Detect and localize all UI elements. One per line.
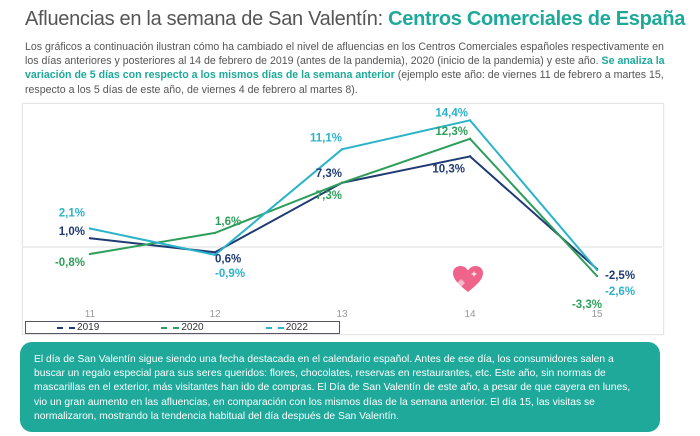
intro-highlight: Se analiza la variación de 5 días con re… <box>25 55 665 82</box>
data-label-2019-15: -2,5% <box>605 270 635 282</box>
legend-swatch-2020 <box>161 326 180 329</box>
x-tick-label: 15 <box>591 309 603 320</box>
page-title: Afluencias en la semana de San Valentín:… <box>25 8 685 31</box>
legend-item-2022: 2022 <box>265 322 308 333</box>
intro-paragraph: Los gráficos a continuación ilustran cóm… <box>25 40 675 97</box>
intro-text-1: Los gráficos a continuación ilustran cóm… <box>25 41 664 68</box>
data-label-2022-13: 11,1% <box>310 132 342 144</box>
data-label-2022-14: 14,4% <box>435 107 468 119</box>
data-label-2019-12: 0,6% <box>215 253 241 265</box>
data-label-2020-14: 12,3% <box>435 126 468 138</box>
data-label-2020-11: -0,8% <box>55 257 85 269</box>
data-point-2020-13 <box>340 181 344 184</box>
series-line-2019 <box>89 155 598 270</box>
legend-swatch-2022 <box>265 326 284 329</box>
legend-label: 2019 <box>77 322 100 333</box>
data-point-2022-12 <box>213 253 217 257</box>
data-label-2022-11: 2,1% <box>59 208 85 220</box>
data-label-2020-12: 1,6% <box>215 216 241 228</box>
title-prefix: Afluencias en la semana de San Valentín: <box>25 8 389 30</box>
data-label-2022-15: -2,6% <box>605 286 635 298</box>
data-point-2020-12 <box>213 231 217 235</box>
data-label-2019-14: 10,3% <box>432 163 465 175</box>
data-label-2019-13: 7,3% <box>316 168 342 180</box>
x-tick-label: 13 <box>336 309 348 320</box>
data-point-2020-14 <box>468 137 472 140</box>
x-tick-label: 11 <box>85 309 96 320</box>
intro-text-2: (ejemplo este año: de viernes 11 de febr… <box>25 69 664 96</box>
data-point-2020-15 <box>595 274 599 278</box>
legend-swatch-2019 <box>57 326 76 329</box>
legend-label: 2020 <box>181 322 204 333</box>
x-tick-label: 12 <box>209 309 221 320</box>
legend-item-2019: 2019 <box>57 322 99 333</box>
data-point-2022-15 <box>595 268 599 272</box>
data-point-2019-14 <box>468 155 472 158</box>
data-point-2022-11 <box>88 227 92 230</box>
legend-item-2020: 2020 <box>161 322 204 333</box>
data-label-2020-13: 7,3% <box>316 190 342 202</box>
data-label-2020-15: -3,3% <box>572 299 602 311</box>
heart-icon <box>453 266 483 292</box>
chart-legend: 2019 2020 2022 <box>25 321 340 334</box>
title-accent: Centros Comerciales de España <box>388 8 686 30</box>
data-point-2022-13 <box>340 148 344 151</box>
chart-frame <box>22 103 664 335</box>
data-point-2019-11 <box>88 237 92 240</box>
data-label-2022-12: -0,9% <box>215 268 245 280</box>
callout-text: El día de San Valentín sigue siendo una … <box>34 354 631 422</box>
data-label-2019-11: 1,0% <box>59 226 85 238</box>
data-point-2019-12 <box>213 251 217 254</box>
x-tick-label: 14 <box>464 309 476 320</box>
summary-callout: El día de San Valentín sigue siendo una … <box>20 342 660 432</box>
data-point-2020-11 <box>88 252 92 256</box>
series-line-2020 <box>89 137 598 277</box>
data-point-2022-14 <box>468 119 472 122</box>
legend-label: 2022 <box>285 322 308 333</box>
